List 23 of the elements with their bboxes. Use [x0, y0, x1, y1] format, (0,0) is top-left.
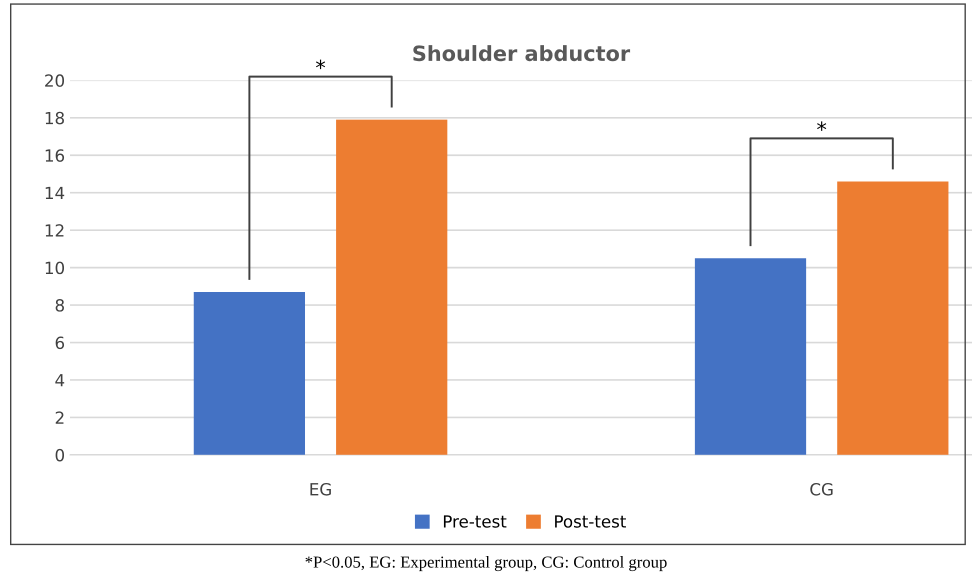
y-tick-label: 8 — [56, 299, 64, 312]
y-tick-label: 20 — [45, 74, 64, 87]
legend-label: Pre-test — [444, 515, 506, 528]
bar — [837, 181, 948, 455]
y-tick-label: 16 — [46, 149, 64, 162]
y-tick-label: 0 — [56, 448, 64, 462]
bar — [194, 292, 306, 455]
y-tick-label: 4 — [55, 374, 64, 386]
y-tick-label: 12 — [46, 224, 64, 236]
bar — [694, 258, 806, 455]
bar — [336, 120, 448, 455]
y-tick-label: 2 — [56, 411, 64, 424]
annotation: * — [817, 121, 826, 131]
y-tick-label: 6 — [56, 336, 64, 350]
legend-label: Post-test — [555, 515, 626, 528]
x-tick-label: EG — [310, 482, 331, 496]
x-tick-label: CG — [810, 482, 833, 496]
y-tick-label: 10 — [46, 262, 64, 274]
y-tick-label: 14 — [46, 186, 64, 200]
text: * — [316, 60, 326, 70]
text: *P<0.05, EG: Experimental group, CG: Control group — [306, 556, 667, 572]
chart-title: Shoulder abductor — [413, 45, 630, 62]
y-tick-label: 18 — [46, 112, 64, 124]
